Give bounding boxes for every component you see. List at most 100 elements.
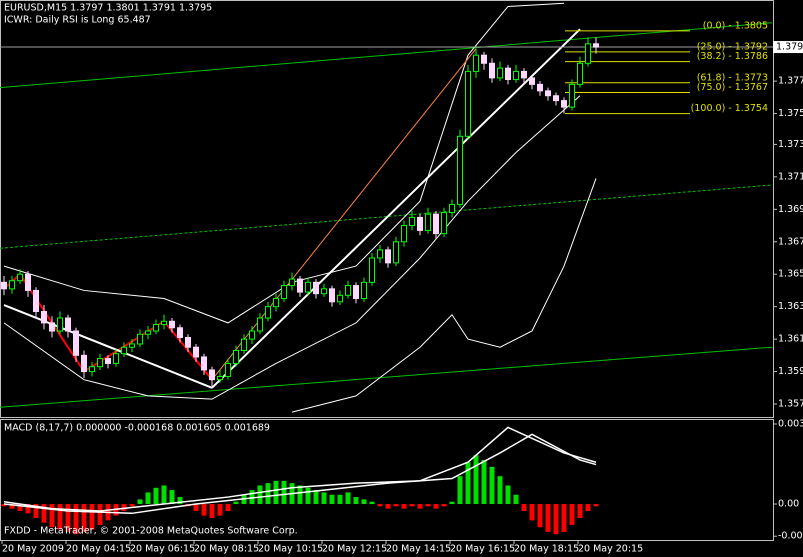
fib-label: (0.0) - 1.3805 [703, 20, 768, 31]
y-tick-label: 1.3595 [778, 366, 803, 377]
macd-bar [305, 487, 311, 505]
chart-title: EURUSD,M15 1.3797 1.3801 1.3791 1.3795 [4, 3, 212, 14]
candle-body [233, 349, 239, 364]
fib-label: (38.2) - 1.3786 [697, 51, 768, 62]
overlay-line [211, 48, 477, 380]
candle-body [249, 330, 255, 340]
candle-body [265, 306, 271, 319]
macd-bar [225, 504, 231, 511]
candle-body [49, 322, 55, 332]
macd-bar [433, 504, 439, 509]
macd-bar [569, 504, 575, 525]
candle-body [89, 366, 95, 373]
candle-body [1, 281, 7, 290]
macd-bar [217, 504, 223, 516]
candle-body [73, 330, 79, 356]
macd-label: MACD (8,17,7) 0.000000 -0.000168 0.00160… [4, 423, 270, 434]
fib-label: (61.8) - 1.3773 [697, 72, 768, 83]
candle-body [401, 225, 407, 243]
macd-bar [553, 504, 559, 535]
y-tick-label: 1.3675 [778, 236, 803, 247]
overlay-line [0, 346, 773, 408]
macd-bar [121, 504, 127, 511]
x-tick-label: 20 May 16:15 [450, 544, 515, 555]
candle-body [137, 333, 143, 345]
candle-body [529, 77, 535, 85]
y-tick-label: 1.3635 [778, 301, 803, 312]
x-tick-label: 20 May 14:15 [386, 544, 451, 555]
candle-body [289, 278, 295, 287]
candle-body [105, 358, 111, 364]
price-box [773, 41, 803, 54]
candle-body [225, 362, 231, 377]
macd-bar [521, 504, 527, 511]
macd-bar [593, 504, 599, 507]
macd-bar [57, 504, 63, 530]
candle-body [417, 216, 423, 231]
x-tick-label: 20 May 12:15 [322, 544, 387, 555]
y-tick-label: 1.3615 [778, 334, 803, 345]
candle-body [129, 343, 135, 348]
x-tick-label: 20 May 2009 [2, 544, 64, 555]
x-tick-label: 20 May 08:15 [194, 544, 259, 555]
candle-body [329, 288, 335, 303]
candle-body [281, 285, 287, 300]
macd-bar [81, 504, 87, 532]
macd-bar [393, 504, 399, 507]
candle-body [17, 273, 23, 282]
macd-bar [441, 504, 447, 507]
macd-bar [129, 504, 135, 507]
macd-bar [481, 459, 487, 505]
overlay-line [0, 184, 773, 249]
macd-bar [193, 504, 199, 511]
candle-body [241, 338, 247, 351]
macd-bar [281, 480, 287, 505]
macd-frame [0, 419, 774, 541]
candle-body [353, 285, 359, 300]
macd-bar [513, 494, 519, 505]
candle-body [361, 281, 367, 300]
x-tick-label: 20 May 20:15 [578, 544, 643, 555]
candle-body [337, 294, 343, 303]
y-tick-label: 1.3575 [778, 399, 803, 410]
overlay-line [0, 22, 773, 89]
chart-subtitle: ICWR: Daily RSI is Long 65.487 [4, 15, 151, 26]
candle-body [425, 213, 431, 231]
macd-bar [425, 504, 431, 507]
candle-body [489, 62, 495, 79]
candle-body [193, 346, 199, 358]
macd-bar [337, 494, 343, 505]
y2-tick-label: -0.001387 [778, 531, 803, 542]
macd-bar [585, 504, 591, 511]
macd-bar [137, 499, 143, 505]
candle-body [409, 216, 415, 227]
candle-body [449, 203, 455, 214]
fib-label: (25.0) - 1.3792 [697, 41, 768, 52]
macd-bar [465, 462, 471, 505]
candle-body [537, 83, 543, 92]
candle-body [465, 70, 471, 137]
candle-body [201, 356, 207, 371]
candle-body [321, 288, 327, 295]
macd-bar [369, 501, 375, 505]
macd-bar [401, 504, 407, 509]
y-tick-label: 1.3754 [778, 108, 803, 119]
candle-body [25, 273, 31, 291]
overlay-line [211, 28, 581, 389]
candle-body [545, 90, 551, 97]
candle-body [169, 320, 175, 329]
macd-bar [209, 504, 215, 518]
candle-body [457, 135, 463, 205]
macd-bar [49, 504, 55, 528]
macd-bar [545, 504, 551, 532]
y2-tick-label: 0.00 [778, 499, 799, 510]
y-tick-label: 1.3655 [778, 269, 803, 280]
macd-line [3, 433, 597, 515]
macd-bar [353, 497, 359, 505]
candle-body [257, 317, 263, 332]
macd-bar [9, 504, 15, 509]
macd-bar [41, 504, 47, 523]
candle-body [97, 358, 103, 368]
x-tick-label: 20 May 18:15 [514, 544, 579, 555]
